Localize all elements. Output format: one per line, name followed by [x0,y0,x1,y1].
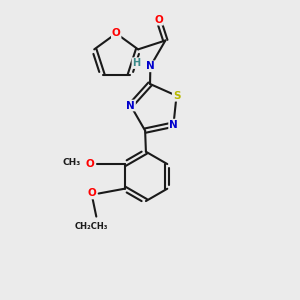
Text: CH₂CH₃: CH₂CH₃ [75,222,108,231]
Text: N: N [146,61,155,71]
Text: S: S [173,91,180,101]
Text: N: N [169,120,178,130]
Text: O: O [154,15,163,25]
Text: H: H [132,58,140,68]
Text: O: O [112,28,121,38]
Text: O: O [87,188,96,199]
Text: CH₃: CH₃ [63,158,81,167]
Text: N: N [126,100,135,110]
Text: O: O [85,159,94,169]
